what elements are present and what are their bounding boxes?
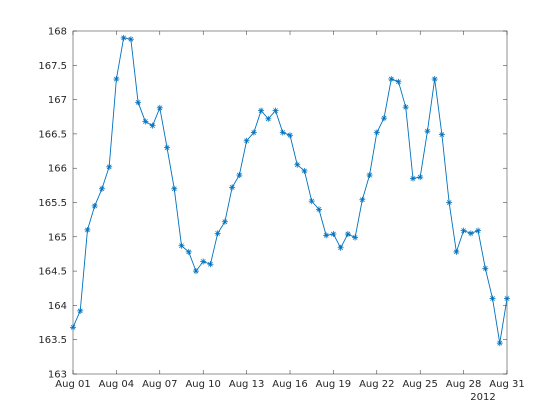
data-point (77, 307, 84, 314)
data-point (272, 107, 279, 114)
y-axis-ticks: 163 163.5 164 164.5 165 165.5 166 166.5 167 167.5… (38, 27, 507, 381)
x-axis-year-label: 2012 (470, 392, 495, 403)
data-point (453, 248, 460, 255)
data-point (265, 115, 272, 122)
data-point (287, 132, 293, 139)
data-point (446, 199, 453, 206)
x-tick-label: Aug 22 (359, 379, 394, 390)
data-point (135, 99, 142, 106)
data-point (250, 129, 257, 136)
data-point (496, 340, 503, 347)
data-point (381, 115, 388, 122)
data-point (315, 206, 322, 213)
data-point (192, 268, 199, 275)
y-tick-label: 163.5 (38, 335, 67, 346)
data-point (185, 248, 192, 255)
data-point (344, 231, 351, 238)
series-line-group (72, 37, 508, 344)
data-point (70, 324, 76, 331)
data-point (149, 122, 156, 129)
data-point (301, 167, 308, 174)
data-point (178, 242, 185, 249)
data-point (200, 258, 207, 265)
x-tick-label: Aug 16 (272, 379, 307, 390)
data-point (308, 198, 315, 205)
data-point (98, 185, 105, 192)
x-tick-label: Aug 10 (185, 379, 220, 390)
axes (72, 30, 508, 375)
y-tick-label: 167.5 (38, 61, 67, 72)
x-tick-label: Aug 07 (142, 379, 177, 390)
data-point (279, 129, 286, 136)
data-point (127, 36, 134, 43)
data-point (395, 78, 402, 85)
data-point (84, 226, 91, 233)
data-point (258, 107, 265, 114)
data-point (330, 231, 337, 238)
data-point (460, 227, 467, 234)
data-point (294, 161, 301, 168)
data-point (438, 131, 445, 138)
data-point (229, 184, 236, 191)
data-point (207, 261, 214, 268)
y-tick-label: 164 (48, 301, 67, 312)
data-point (171, 185, 178, 192)
data-point (156, 104, 163, 111)
data-point (475, 227, 482, 234)
x-tick-label: Aug 13 (229, 379, 264, 390)
series-markers (70, 34, 510, 347)
x-axis-ticks: Aug 01 Aug 04 Aug 07 Aug 10 Aug 13 Aug 16 Aug … (55, 31, 525, 390)
data-point (388, 76, 395, 83)
plot-area-box (72, 30, 508, 375)
data-point (417, 174, 424, 181)
data-point (113, 76, 120, 83)
x-tick-label: Aug 01 (55, 379, 90, 390)
data-point (243, 137, 250, 144)
data-point (236, 172, 243, 179)
data-point (409, 175, 416, 182)
y-tick-label: 164.5 (38, 267, 67, 278)
y-tick-label: 165.5 (38, 198, 67, 209)
data-point (467, 230, 474, 237)
x-tick-label: Aug 25 (402, 379, 437, 390)
x-tick-label: Aug 31 (489, 379, 524, 390)
y-tick-label: 166 (48, 164, 67, 175)
data-point (120, 34, 127, 41)
y-tick-label: 166.5 (38, 129, 67, 140)
x-tick-label: Aug 19 (316, 379, 351, 390)
data-point (352, 234, 359, 241)
y-tick-label: 167 (48, 95, 67, 106)
data-point (424, 128, 431, 135)
data-point (214, 230, 221, 237)
series-line (72, 37, 508, 344)
y-tick-label: 168 (48, 27, 67, 38)
data-point (431, 76, 438, 83)
data-point (373, 129, 380, 136)
data-point (323, 232, 330, 239)
data-point (221, 218, 228, 225)
data-point (504, 295, 510, 302)
data-point (402, 104, 409, 111)
data-point (164, 144, 171, 151)
y-tick-label: 163 (48, 370, 67, 381)
y-tick-label: 165 (48, 232, 67, 243)
data-point (359, 196, 366, 203)
data-point (91, 202, 98, 209)
data-point (337, 244, 344, 251)
x-tick-label: Aug 04 (99, 379, 134, 390)
data-point (142, 118, 149, 125)
data-point (489, 295, 496, 302)
data-point (482, 265, 489, 272)
x-tick-label: Aug 28 (446, 379, 481, 390)
data-point (106, 163, 113, 170)
data-point (366, 172, 373, 179)
